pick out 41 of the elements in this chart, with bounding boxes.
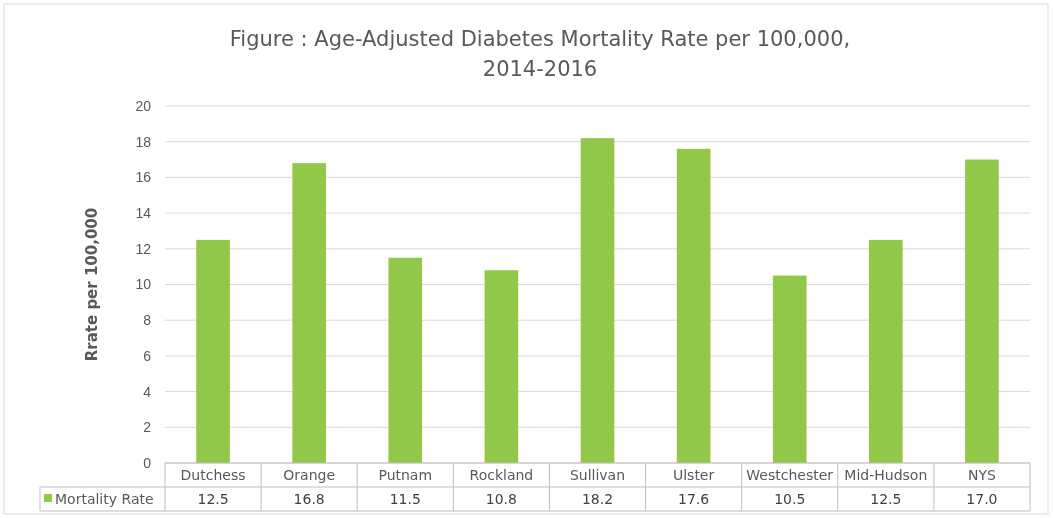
y-tick-label: 2 bbox=[143, 419, 152, 436]
legend-label: Mortality Rate bbox=[55, 491, 154, 507]
y-tick-label: 16 bbox=[135, 169, 152, 186]
bar bbox=[196, 239, 230, 463]
x-tick-label: Sullivan bbox=[569, 467, 626, 483]
bar bbox=[676, 148, 711, 463]
y-tick-label: 20 bbox=[135, 97, 152, 114]
x-tick-label: Rockland bbox=[469, 467, 534, 483]
data-label: 17.6 bbox=[678, 491, 710, 507]
y-axis-title: Rrate per 100,000 bbox=[83, 207, 101, 362]
y-tick-label: 0 bbox=[143, 454, 152, 471]
data-label: 17.0 bbox=[966, 491, 998, 507]
data-label: 18.2 bbox=[581, 491, 614, 507]
data-label: 16.8 bbox=[293, 491, 325, 507]
bar bbox=[388, 257, 423, 463]
x-tick-label: Ulster bbox=[672, 467, 715, 483]
bar bbox=[292, 163, 326, 463]
x-tick-label: Orange bbox=[283, 467, 336, 483]
data-label: 12.5 bbox=[197, 491, 229, 507]
x-tick-label: Mid-Hudson bbox=[844, 467, 928, 483]
bar bbox=[772, 275, 807, 463]
y-tick-label: 6 bbox=[143, 347, 152, 364]
y-tick-label: 10 bbox=[135, 276, 152, 293]
bar bbox=[869, 239, 903, 463]
x-tick-label: Dutchess bbox=[180, 467, 246, 483]
y-tick-label: 12 bbox=[135, 240, 152, 257]
chart-title: Figure : Age-Adjusted Diabetes Mortality Rate per 100,000, 2014-2016 bbox=[229, 27, 851, 81]
bar bbox=[484, 270, 519, 463]
bar bbox=[580, 138, 615, 463]
x-tick-label: Putnam bbox=[378, 467, 433, 483]
bar bbox=[965, 159, 999, 463]
data-label: 12.5 bbox=[870, 491, 902, 507]
y-tick-label: 4 bbox=[143, 383, 152, 400]
y-tick-label: 18 bbox=[135, 133, 152, 150]
data-label: 10.5 bbox=[774, 491, 806, 507]
y-tick-label: 8 bbox=[143, 312, 152, 329]
x-tick-label: Westchester bbox=[746, 467, 834, 483]
y-tick-label: 14 bbox=[135, 205, 152, 222]
data-label: 11.5 bbox=[389, 491, 421, 507]
data-label: 10.8 bbox=[485, 491, 517, 507]
x-tick-label: NYS bbox=[967, 467, 997, 483]
